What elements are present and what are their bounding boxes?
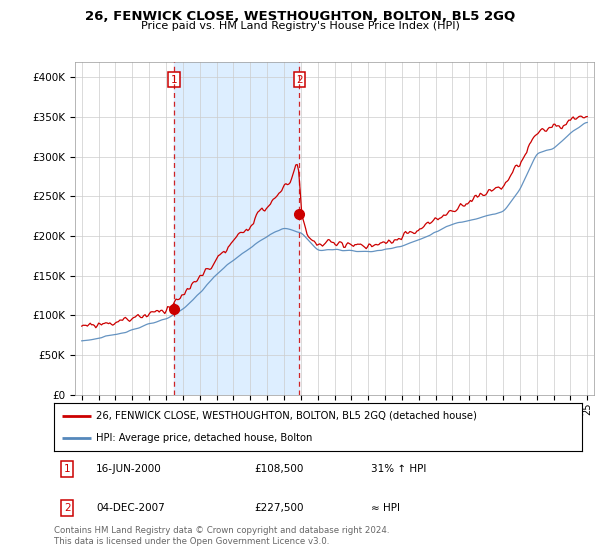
Text: Contains HM Land Registry data © Crown copyright and database right 2024.
This d: Contains HM Land Registry data © Crown c… — [54, 526, 389, 546]
Bar — [174, 62, 299, 395]
Text: £108,500: £108,500 — [254, 464, 304, 474]
Text: 04-DEC-2007: 04-DEC-2007 — [96, 503, 165, 513]
Text: 26, FENWICK CLOSE, WESTHOUGHTON, BOLTON, BL5 2GQ (detached house): 26, FENWICK CLOSE, WESTHOUGHTON, BOLTON,… — [96, 410, 477, 421]
Text: 16-JUN-2000: 16-JUN-2000 — [96, 464, 162, 474]
Text: HPI: Average price, detached house, Bolton: HPI: Average price, detached house, Bolt… — [96, 433, 313, 444]
Text: 2: 2 — [296, 75, 303, 85]
Text: ≈ HPI: ≈ HPI — [371, 503, 400, 513]
Text: 2: 2 — [64, 503, 71, 513]
Text: 1: 1 — [170, 75, 177, 85]
Text: Price paid vs. HM Land Registry's House Price Index (HPI): Price paid vs. HM Land Registry's House … — [140, 21, 460, 31]
Text: £227,500: £227,500 — [254, 503, 304, 513]
Text: 26, FENWICK CLOSE, WESTHOUGHTON, BOLTON, BL5 2GQ: 26, FENWICK CLOSE, WESTHOUGHTON, BOLTON,… — [85, 10, 515, 23]
Text: 31% ↑ HPI: 31% ↑ HPI — [371, 464, 426, 474]
Text: 1: 1 — [64, 464, 71, 474]
